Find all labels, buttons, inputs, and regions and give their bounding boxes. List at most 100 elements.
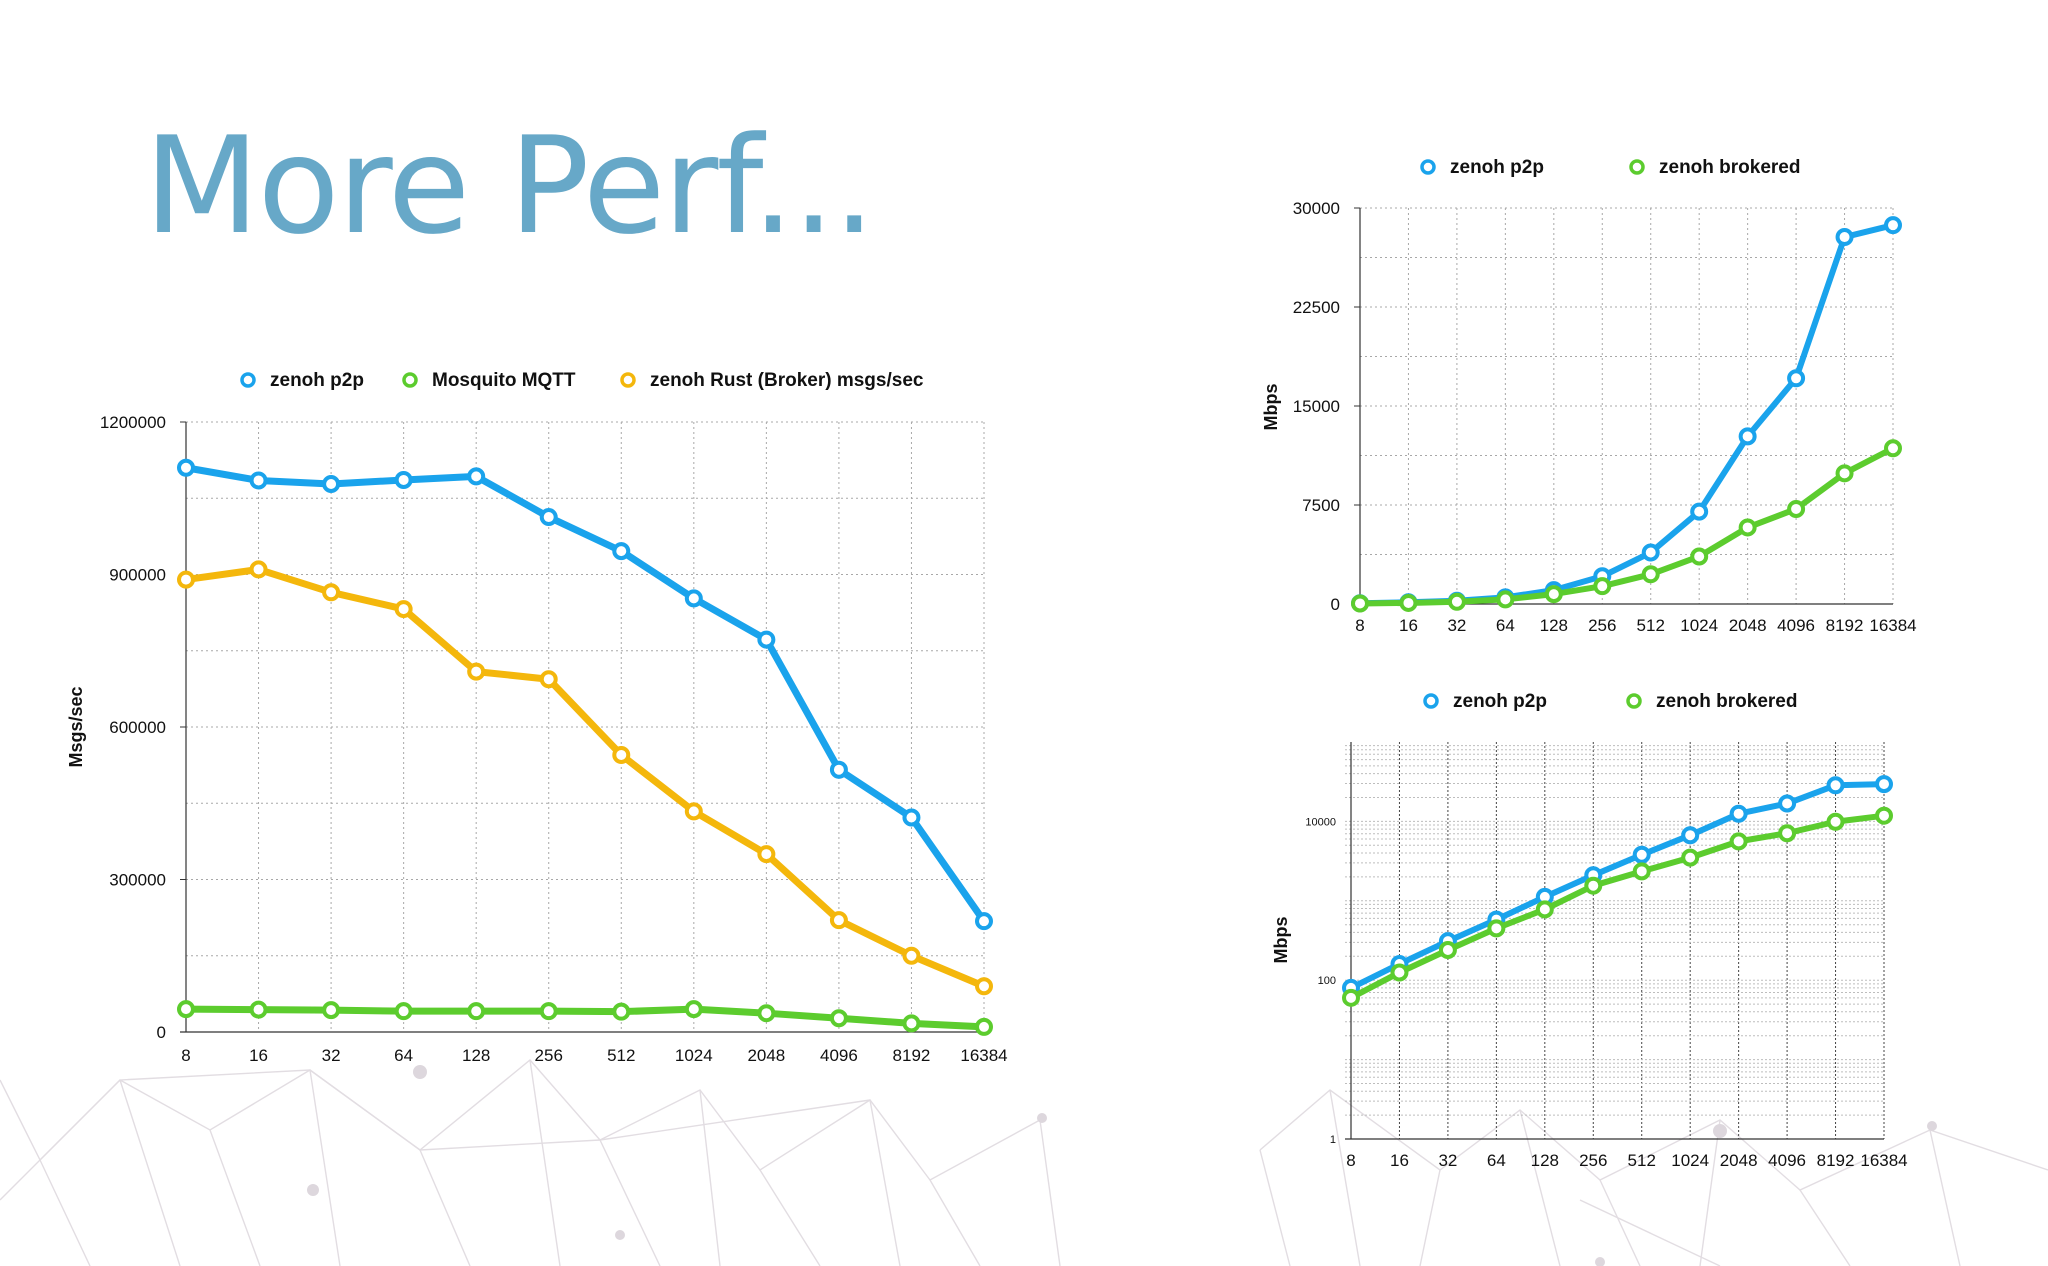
data-point: [829, 760, 848, 779]
data-point: [1875, 775, 1893, 794]
data-point: [757, 845, 776, 864]
data-point: [1738, 427, 1757, 446]
data-point: [1729, 832, 1748, 851]
x-tick-label: 8: [181, 1046, 190, 1065]
x-tick-label: 2048: [1720, 1151, 1758, 1170]
data-point: [1342, 988, 1360, 1007]
data-point: [1835, 228, 1854, 247]
data-point: [467, 467, 486, 486]
data-point: [829, 1009, 848, 1028]
x-tick-label: 1024: [1680, 616, 1718, 635]
data-point: [1787, 499, 1806, 518]
y-tick-label: 30000: [1293, 199, 1340, 218]
x-tick-label: 4096: [1777, 616, 1815, 635]
x-tick-label: 512: [1637, 616, 1665, 635]
data-point: [394, 600, 413, 619]
data-point: [757, 630, 776, 649]
data-point: [467, 662, 486, 681]
y-axis-label: Msgs/sec: [66, 686, 86, 767]
x-tick-label: 16384: [960, 1046, 1007, 1065]
tick-labels: 1 100 10000 8 16 32 64 128 256 512 1024 2048 4096 819…: [1305, 816, 1907, 1170]
data-point: [612, 542, 631, 561]
legend-marker: [1423, 693, 1439, 709]
series-line: [1348, 812, 1887, 1001]
data-point: [177, 1000, 195, 1019]
y-tick-label: 22500: [1293, 298, 1340, 317]
x-tick-label: 1024: [675, 1046, 713, 1065]
legend-marker: [1420, 159, 1436, 175]
y-tick-label: 900000: [109, 566, 166, 585]
data-point: [1826, 812, 1845, 831]
x-tick-label: 8: [1346, 1151, 1355, 1170]
x-tick-label: 32: [1438, 1151, 1457, 1170]
data-point: [684, 589, 703, 608]
x-tick-label: 8192: [893, 1046, 931, 1065]
data-point: [1835, 464, 1854, 483]
data-point: [902, 1014, 921, 1033]
data-point: [1632, 845, 1651, 864]
legend-label: zenoh Rust (Broker) msgs/sec: [650, 370, 924, 391]
data-point: [394, 470, 413, 489]
data-point: [177, 570, 195, 589]
y-tick-label: 100: [1318, 975, 1336, 987]
y-tick-label: 7500: [1302, 496, 1340, 515]
x-tick-label: 64: [394, 1046, 413, 1065]
y-tick-label: 300000: [109, 871, 166, 890]
data-point: [1584, 876, 1603, 895]
data-point: [1544, 585, 1563, 604]
data-point: [1778, 794, 1797, 813]
data-point: [249, 1000, 268, 1019]
legend-label: zenoh p2p: [1453, 691, 1547, 712]
legend-marker: [620, 372, 636, 388]
legend-marker: [240, 372, 256, 388]
data-point: [467, 1002, 486, 1021]
data-point: [322, 583, 341, 602]
data-point: [322, 475, 341, 494]
data-point: [1690, 502, 1709, 521]
x-tick-label: 256: [535, 1046, 563, 1065]
data-point: [1351, 594, 1369, 613]
series-lines: [1351, 216, 1902, 613]
x-tick-label: 32: [322, 1046, 341, 1065]
legend-label: Mosquito MQTT: [432, 370, 576, 391]
legend-label: zenoh brokered: [1659, 157, 1800, 178]
data-point: [1593, 577, 1612, 596]
data-point: [1875, 806, 1893, 825]
x-tick-label: 2048: [747, 1046, 785, 1065]
x-tick-label: 16: [1390, 1151, 1409, 1170]
series-lines: [177, 458, 993, 1036]
y-tick-label: 1200000: [100, 413, 166, 432]
y-tick-label: 600000: [109, 718, 166, 737]
x-tick-label: 8192: [1817, 1151, 1855, 1170]
legend: zenoh p2p zenoh brokered: [1423, 691, 1797, 712]
data-point: [322, 1001, 341, 1020]
x-tick-label: 256: [1588, 616, 1616, 635]
y-tick-label: 1: [1330, 1134, 1336, 1146]
axes: [1345, 742, 1884, 1140]
y-tick-label: 0: [157, 1023, 166, 1042]
data-point: [177, 458, 195, 477]
y-axis-label: Mbps: [1261, 384, 1281, 431]
x-tick-label: 16384: [1860, 1151, 1907, 1170]
legend-label: zenoh brokered: [1656, 691, 1797, 712]
data-point: [394, 1002, 413, 1021]
legend-marker: [402, 372, 418, 388]
data-point: [1399, 593, 1418, 612]
data-point: [539, 1002, 558, 1021]
series-lines: [1342, 775, 1893, 1007]
series-line: [182, 464, 988, 925]
tick-labels: 0 7500 15000 22500 30000 8 16 32 64 128 256 512 1024…: [1293, 199, 1917, 635]
data-point: [249, 560, 268, 579]
data-point: [1496, 590, 1515, 609]
x-tick-label: 128: [462, 1046, 490, 1065]
data-point: [1641, 543, 1660, 562]
x-tick-label: 64: [1487, 1151, 1506, 1170]
data-point: [684, 802, 703, 821]
legend-marker: [1626, 693, 1642, 709]
data-point: [249, 471, 268, 490]
data-point: [1884, 439, 1902, 458]
data-point: [1447, 592, 1466, 611]
